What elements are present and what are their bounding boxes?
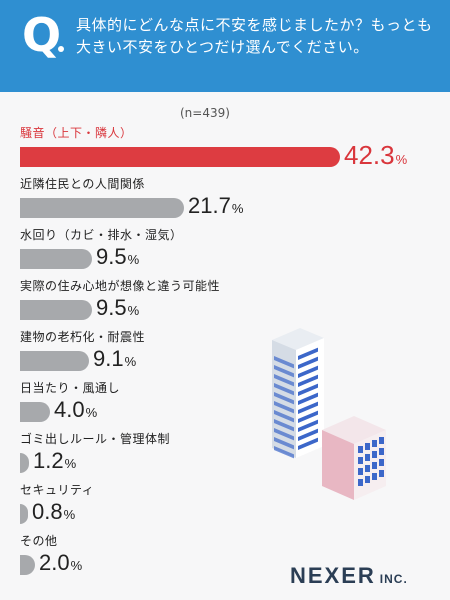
bar xyxy=(20,198,184,218)
bar-value-number: 9.5 xyxy=(96,244,127,269)
logo-name: NEXER xyxy=(290,563,376,588)
bar-label: 水回り（カビ・排水・湿気） xyxy=(20,228,183,242)
bar xyxy=(20,555,35,575)
bar-value-unit: % xyxy=(395,152,408,167)
bar-value-unit: % xyxy=(124,354,137,369)
bar-value-number: 1.2 xyxy=(33,448,64,473)
bar-value-unit: % xyxy=(85,405,98,420)
bar-label: セキュリティ xyxy=(20,483,95,497)
bar-value: 2.0% xyxy=(39,550,82,576)
bar-label: 騒音（上下・隣人） xyxy=(20,126,133,140)
bar-value-number: 21.7 xyxy=(188,193,231,218)
bar-value-number: 9.5 xyxy=(96,295,127,320)
bar xyxy=(20,504,28,524)
buildings-illustration xyxy=(272,328,386,500)
chart-area xyxy=(0,92,450,600)
sample-size: (n=439) xyxy=(180,106,230,120)
bar-value-unit: % xyxy=(231,201,244,216)
bar-label: 日当たり・風通し xyxy=(20,381,121,395)
bar-value: 9.1% xyxy=(93,346,136,372)
bar xyxy=(20,453,29,473)
bar xyxy=(20,300,92,320)
bar xyxy=(20,402,50,422)
bar-value-number: 2.0 xyxy=(39,550,70,575)
logo-suffix: INC. xyxy=(379,572,408,586)
bar-value-unit: % xyxy=(127,252,140,267)
bar-value-unit: % xyxy=(63,507,76,522)
bar-value: 42.3% xyxy=(344,140,407,171)
bar-value: 21.7% xyxy=(188,193,243,219)
bar-value-number: 0.8 xyxy=(32,499,63,524)
bar-value-number: 42.3 xyxy=(344,140,395,170)
bar-label: 近隣住民との人間関係 xyxy=(20,177,145,191)
bar-value: 0.8% xyxy=(32,499,75,525)
bar-value-number: 9.1 xyxy=(93,346,124,371)
bar-value-number: 4.0 xyxy=(54,397,85,422)
bar-value: 1.2% xyxy=(33,448,76,474)
bar-value: 9.5% xyxy=(96,244,139,270)
question-text: 具体的にどんな点に不安を感じましたか？もっとも大きい不安をひとつだけ選んでくださ… xyxy=(76,16,433,56)
bar-label: 建物の老朽化・耐震性 xyxy=(20,330,146,344)
bar xyxy=(20,351,89,371)
q-letter: Q xyxy=(22,8,62,62)
bar-label: ゴミ出しルール・管理体制 xyxy=(20,432,171,446)
nexer-logo: NEXER INC. xyxy=(290,563,408,589)
q-dot xyxy=(58,46,64,52)
bar-value-unit: % xyxy=(70,558,83,573)
bar-value-unit: % xyxy=(64,456,77,471)
bar-label: 実際の住み心地が想像と違う可能性 xyxy=(20,279,221,293)
bar xyxy=(20,147,340,167)
bar-label: その他 xyxy=(20,534,58,548)
question-header: Q 具体的にどんな点に不安を感じましたか？もっとも大きい不安をひとつだけ選んでく… xyxy=(0,0,450,92)
bar-value-unit: % xyxy=(127,303,140,318)
bar-value: 4.0% xyxy=(54,397,97,423)
bar xyxy=(20,249,92,269)
bar-value: 9.5% xyxy=(96,295,139,321)
